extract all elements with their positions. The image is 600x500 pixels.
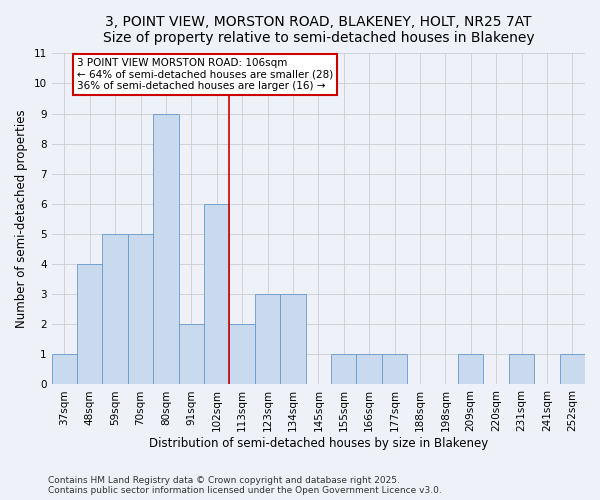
Bar	[103, 234, 128, 384]
Bar	[255, 294, 280, 384]
X-axis label: Distribution of semi-detached houses by size in Blakeney: Distribution of semi-detached houses by …	[149, 437, 488, 450]
Bar	[382, 354, 407, 384]
Y-axis label: Number of semi-detached properties: Number of semi-detached properties	[15, 110, 28, 328]
Bar	[356, 354, 382, 384]
Text: Contains HM Land Registry data © Crown copyright and database right 2025.
Contai: Contains HM Land Registry data © Crown c…	[48, 476, 442, 495]
Bar	[179, 324, 204, 384]
Bar	[560, 354, 585, 384]
Bar	[458, 354, 484, 384]
Bar	[128, 234, 153, 384]
Bar	[331, 354, 356, 384]
Bar	[77, 264, 103, 384]
Bar	[509, 354, 534, 384]
Bar	[204, 204, 229, 384]
Text: 3 POINT VIEW MORSTON ROAD: 106sqm
← 64% of semi-detached houses are smaller (28): 3 POINT VIEW MORSTON ROAD: 106sqm ← 64% …	[77, 58, 334, 91]
Title: 3, POINT VIEW, MORSTON ROAD, BLAKENEY, HOLT, NR25 7AT
Size of property relative : 3, POINT VIEW, MORSTON ROAD, BLAKENEY, H…	[103, 15, 534, 45]
Bar	[280, 294, 305, 384]
Bar	[229, 324, 255, 384]
Bar	[52, 354, 77, 384]
Bar	[153, 114, 179, 384]
